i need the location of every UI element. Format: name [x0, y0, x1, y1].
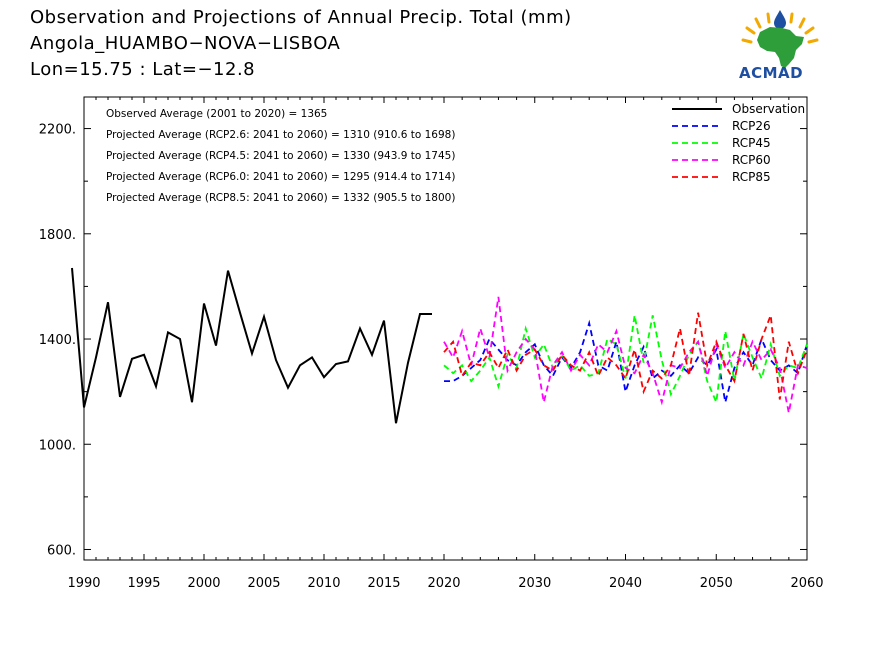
legend-label: RCP60	[732, 153, 771, 167]
chart-subtitle-coords: Lon=15.75 : Lat=−12.8	[30, 59, 256, 80]
legend-label: RCP85	[732, 170, 771, 184]
axis-ticks	[83, 97, 808, 560]
series-line-observation	[71, 267, 432, 424]
acmad-logo-text: ACMAD	[739, 64, 804, 82]
series-line-rcp26	[444, 319, 808, 403]
x-tick-label: 2050	[700, 576, 733, 591]
y-tick-label: 1400.	[39, 333, 76, 348]
legend: Observation RCP26 RCP45 RCP60 RCP85	[672, 102, 805, 184]
africa-map-icon	[757, 27, 804, 68]
water-drop-icon	[774, 10, 786, 29]
x-tick-label: 2015	[367, 576, 400, 591]
y-tick-label: 1000.	[39, 438, 76, 453]
annotation-line: Projected Average (RCP6.0: 2041 to 2060)…	[106, 171, 455, 183]
y-tick-label: 1800.	[39, 228, 76, 243]
plot-border	[83, 96, 808, 561]
x-axis-labels: 1990 1995 2000 2005 2010 2015 2020 2030 2040 2050…	[67, 576, 823, 591]
annotation-line: Observed Average (2001 to 2020) = 1365	[106, 108, 327, 120]
y-tick-label: 2200.	[39, 123, 76, 138]
legend-label: Observation	[732, 102, 805, 116]
series-line-rcp45	[443, 315, 808, 406]
x-tick-label: 2030	[518, 576, 551, 591]
x-tick-label: 2000	[187, 576, 220, 591]
chart-annotations: Observed Average (2001 to 2020) = 1365 Pr…	[106, 108, 455, 204]
chart-subtitle-location: Angola_HUAMBO−NOVA−LISBOA	[30, 33, 341, 54]
x-tick-label: 1995	[127, 576, 160, 591]
annotation-line: Projected Average (RCP8.5: 2041 to 2060)…	[106, 192, 455, 204]
x-tick-label: 2060	[790, 576, 823, 591]
legend-label: RCP45	[732, 136, 771, 150]
x-tick-label: 2010	[307, 576, 340, 591]
chart-title: Observation and Projections of Annual Pr…	[30, 7, 572, 28]
x-tick-label: 2040	[609, 576, 642, 591]
x-tick-label: 2020	[427, 576, 460, 591]
sun-rays-icon	[741, 12, 819, 44]
x-tick-label: 2005	[247, 576, 280, 591]
series-line-rcp60	[443, 296, 808, 413]
x-tick-label: 1990	[67, 576, 100, 591]
series-lines	[71, 267, 808, 424]
acmad-logo	[741, 10, 819, 68]
annotation-line: Projected Average (RCP4.5: 2041 to 2060)…	[106, 150, 455, 162]
annotation-line: Projected Average (RCP2.6: 2041 to 2060)…	[106, 129, 455, 141]
series-line-rcp85	[443, 312, 808, 400]
y-tick-label: 600.	[47, 543, 76, 558]
y-axis-labels: 600. 1000. 1400. 1800. 2200.	[39, 123, 76, 559]
legend-label: RCP26	[732, 119, 771, 133]
plot-frame	[83, 96, 808, 561]
